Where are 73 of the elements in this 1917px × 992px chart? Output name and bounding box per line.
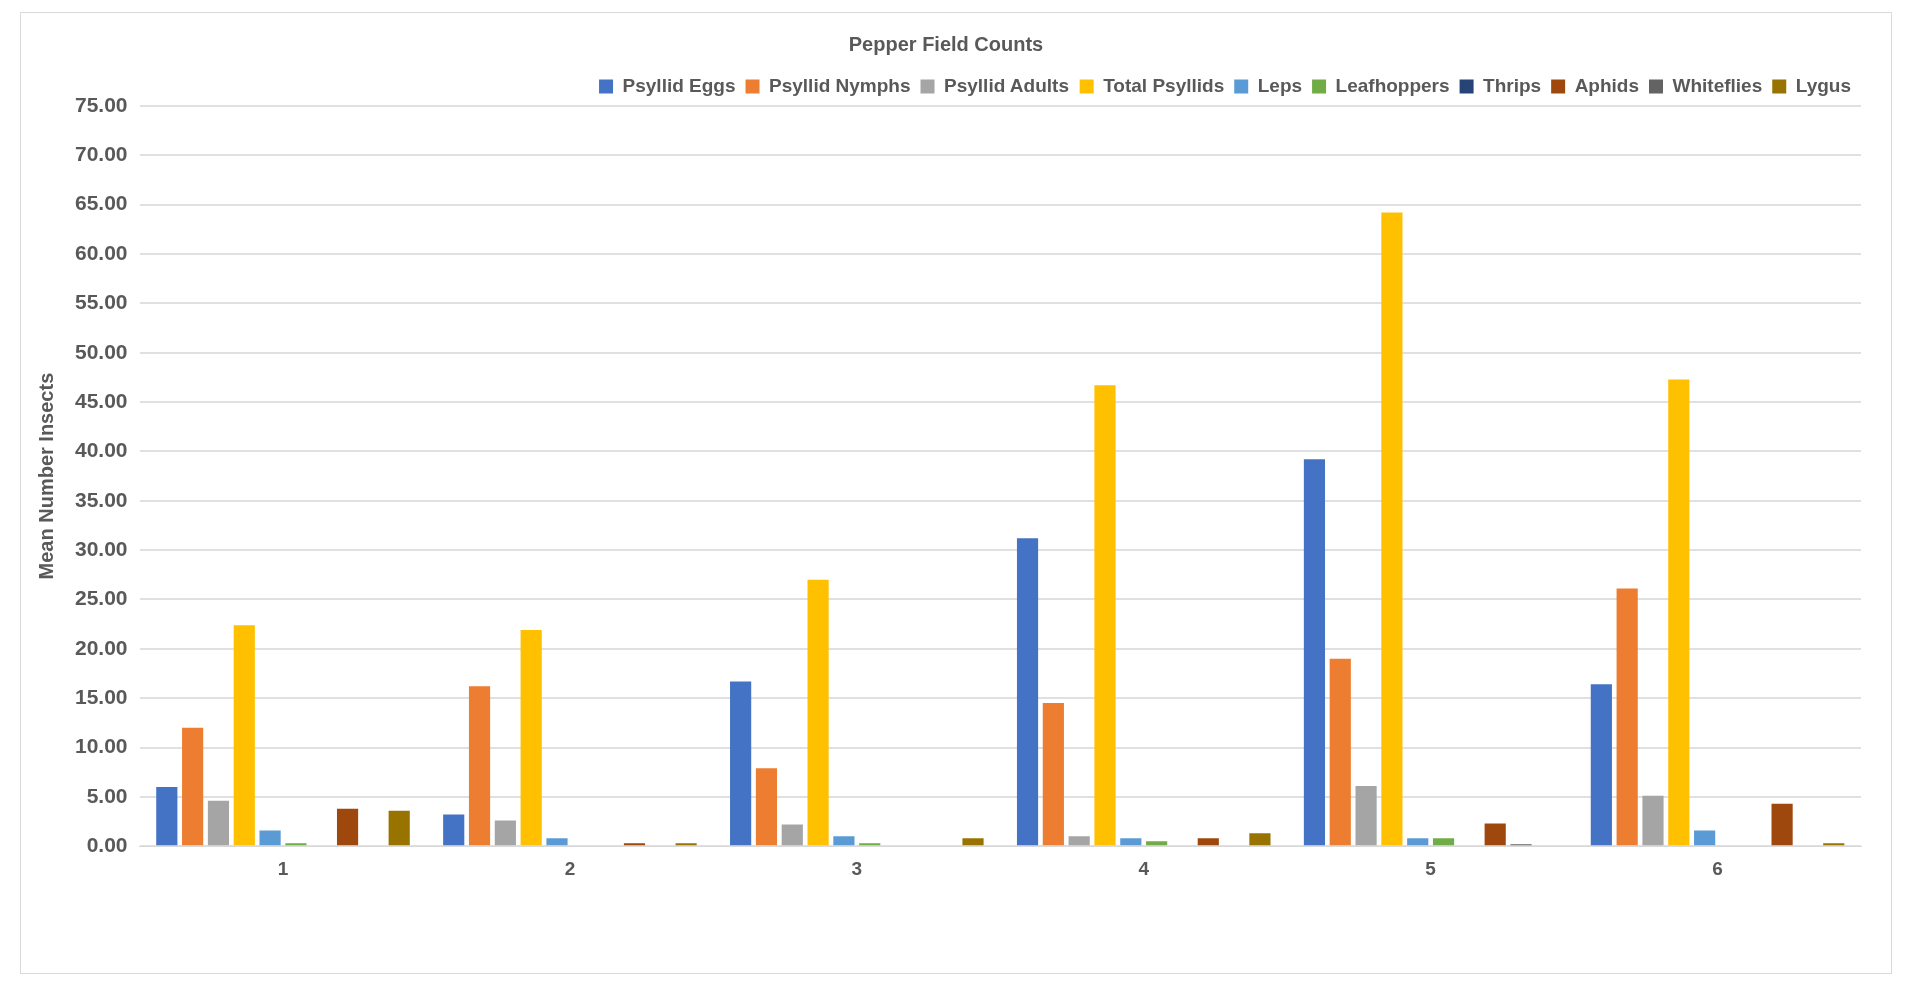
bar xyxy=(962,838,984,846)
legend-label: Total Psyllids xyxy=(1103,74,1225,96)
y-tick-label: 75.00 xyxy=(74,92,128,116)
legend-label: Aphids xyxy=(1574,74,1640,96)
bar xyxy=(1197,838,1219,846)
x-tick-label: 4 xyxy=(1138,857,1150,879)
x-tick-label: 1 xyxy=(277,857,289,879)
bar xyxy=(443,814,465,846)
bar xyxy=(1042,703,1064,846)
bar xyxy=(833,836,855,846)
bar xyxy=(207,800,230,846)
y-tick-label: 20.00 xyxy=(74,635,128,659)
bar xyxy=(730,681,752,846)
x-tick-label: 3 xyxy=(851,857,863,879)
bar xyxy=(1694,830,1716,846)
bar xyxy=(182,727,204,846)
legend-label: Lygus xyxy=(1795,74,1851,96)
y-tick-label: 10.00 xyxy=(74,734,128,758)
y-tick-label: 5.00 xyxy=(86,783,128,807)
x-tick-label: 2 xyxy=(564,857,576,879)
legend-label: Thrips xyxy=(1483,74,1542,96)
y-tick-label: 45.00 xyxy=(74,388,128,412)
y-tick-label: 40.00 xyxy=(74,438,128,462)
y-tick-label: 55.00 xyxy=(74,290,128,314)
bar xyxy=(1329,658,1351,846)
bar xyxy=(1249,833,1271,846)
bar xyxy=(1146,841,1168,846)
legend-label: Psyllid Nymphs xyxy=(769,74,911,96)
legend-label: Leps xyxy=(1257,74,1303,96)
bar xyxy=(1616,588,1638,846)
y-tick-label: 30.00 xyxy=(74,536,128,560)
y-tick-label: 15.00 xyxy=(74,684,128,708)
bar xyxy=(1016,538,1039,846)
y-axis-title: Mean Number Insects xyxy=(34,372,57,580)
bar xyxy=(494,820,516,846)
bar xyxy=(468,686,491,846)
bar xyxy=(1642,795,1664,846)
bar xyxy=(336,808,359,846)
legend-label: Whiteflies xyxy=(1672,74,1763,96)
bar xyxy=(755,768,778,846)
legend-label: Leafhoppers xyxy=(1335,74,1450,96)
x-tick-label: 5 xyxy=(1425,857,1437,879)
bar xyxy=(1355,786,1377,846)
legend-label: Psyllid Eggs xyxy=(622,74,736,96)
bar xyxy=(156,786,178,846)
bar xyxy=(781,824,803,846)
bar xyxy=(1432,838,1455,846)
y-tick-label: 25.00 xyxy=(74,586,128,610)
bar xyxy=(807,579,829,846)
chart-title: Pepper Field Counts xyxy=(848,32,1044,55)
bar xyxy=(1068,836,1090,846)
y-tick-label: 70.00 xyxy=(74,142,128,166)
bar xyxy=(388,810,410,846)
bar xyxy=(1668,379,1690,846)
bar xyxy=(233,625,255,846)
bar xyxy=(259,830,281,846)
bar xyxy=(1771,803,1793,846)
x-tick-label: 6 xyxy=(1712,857,1723,879)
bar xyxy=(1407,838,1429,846)
bar xyxy=(546,838,568,846)
y-tick-label: 50.00 xyxy=(74,339,128,363)
bar xyxy=(1303,459,1326,846)
bar xyxy=(1590,684,1612,846)
bar xyxy=(1094,385,1116,846)
legend-label: Psyllid Adults xyxy=(944,74,1069,96)
y-tick-label: 60.00 xyxy=(74,240,128,264)
y-tick-label: 35.00 xyxy=(74,487,128,511)
bar xyxy=(1381,212,1403,846)
y-tick-label: 65.00 xyxy=(74,191,128,215)
y-tick-label: 0.00 xyxy=(86,833,128,856)
bar xyxy=(1484,823,1506,846)
bar xyxy=(520,630,542,846)
bar xyxy=(1120,838,1142,846)
